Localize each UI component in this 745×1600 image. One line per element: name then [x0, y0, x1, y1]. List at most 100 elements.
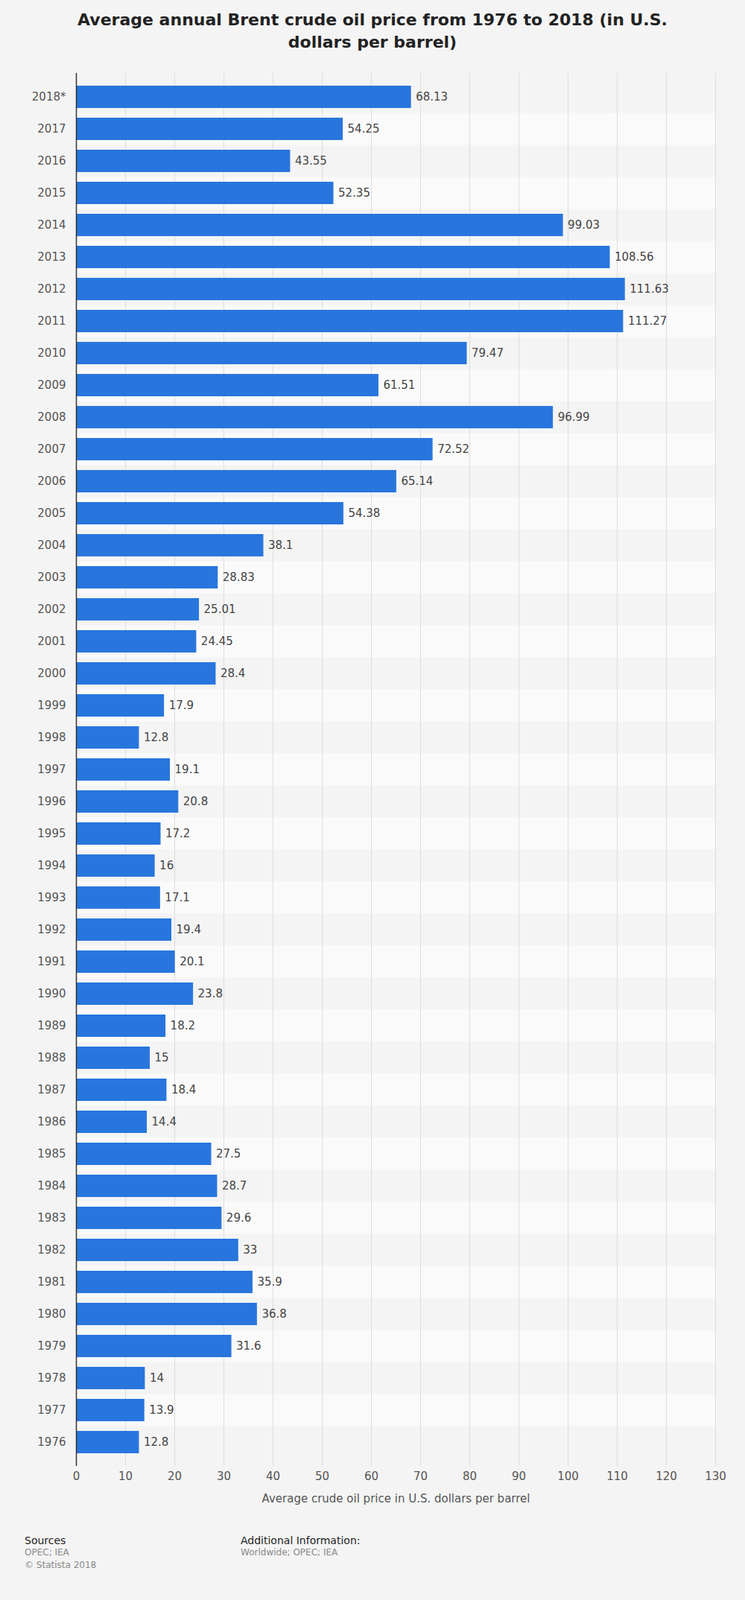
svg-text:1994: 1994	[37, 858, 66, 873]
svg-text:1991: 1991	[37, 955, 66, 969]
svg-text:2003: 2003	[37, 570, 66, 585]
svg-text:2008: 2008	[37, 410, 66, 424]
svg-text:2014: 2014	[37, 218, 66, 232]
svg-text:Average crude oil price in U.S: Average crude oil price in U.S. dollars …	[262, 1492, 531, 1506]
svg-text:24.45: 24.45	[201, 634, 234, 649]
svg-text:2010: 2010	[37, 346, 66, 360]
svg-text:1984: 1984	[37, 1179, 66, 1193]
svg-text:1997: 1997	[37, 762, 66, 777]
svg-text:25.01: 25.01	[204, 602, 237, 617]
svg-text:2013: 2013	[37, 250, 66, 264]
svg-text:65.14: 65.14	[400, 474, 433, 488]
svg-text:17.2: 17.2	[165, 826, 190, 841]
svg-text:14: 14	[149, 1371, 164, 1385]
svg-text:111.27: 111.27	[628, 314, 668, 328]
svg-text:2015: 2015	[37, 186, 66, 200]
svg-text:1980: 1980	[37, 1307, 66, 1321]
svg-text:110: 110	[606, 1469, 629, 1484]
svg-text:111.63: 111.63	[629, 282, 670, 296]
svg-text:35.9: 35.9	[257, 1275, 282, 1289]
svg-text:16: 16	[159, 858, 174, 873]
svg-text:80: 80	[462, 1469, 477, 1484]
svg-text:28.7: 28.7	[222, 1179, 247, 1193]
svg-text:1988: 1988	[37, 1051, 66, 1065]
svg-text:1996: 1996	[37, 794, 66, 809]
svg-text:60: 60	[364, 1469, 379, 1484]
svg-text:15: 15	[154, 1051, 170, 1065]
svg-text:2017: 2017	[37, 122, 66, 136]
svg-text:29.6: 29.6	[226, 1211, 252, 1225]
svg-text:1982: 1982	[37, 1243, 66, 1257]
svg-text:54.25: 54.25	[347, 122, 380, 136]
svg-text:18.4: 18.4	[171, 1083, 196, 1097]
svg-text:23.8: 23.8	[198, 987, 223, 1001]
svg-text:10: 10	[118, 1469, 133, 1484]
svg-text:99.03: 99.03	[567, 218, 600, 232]
svg-text:1981: 1981	[37, 1275, 66, 1289]
svg-text:17.1: 17.1	[164, 891, 190, 905]
svg-text:2006: 2006	[37, 474, 66, 488]
svg-text:2011: 2011	[37, 314, 66, 328]
svg-text:1977: 1977	[37, 1403, 66, 1417]
svg-text:79.47: 79.47	[471, 346, 504, 360]
svg-text:12.8: 12.8	[143, 1435, 169, 1450]
svg-text:12.8: 12.8	[143, 730, 169, 745]
svg-text:52.35: 52.35	[338, 186, 371, 200]
svg-text:1989: 1989	[37, 1019, 66, 1033]
svg-text:68.13: 68.13	[415, 90, 448, 104]
svg-text:28.4: 28.4	[220, 666, 246, 681]
svg-text:40: 40	[265, 1469, 281, 1484]
svg-text:2005: 2005	[37, 506, 66, 521]
svg-text:0: 0	[73, 1469, 81, 1484]
svg-text:19.4: 19.4	[176, 923, 202, 937]
svg-text:19.1: 19.1	[175, 762, 200, 777]
svg-text:1978: 1978	[37, 1371, 66, 1385]
svg-text:130: 130	[704, 1469, 727, 1484]
svg-text:1983: 1983	[37, 1211, 66, 1225]
svg-text:1985: 1985	[37, 1147, 66, 1161]
svg-text:1995: 1995	[37, 826, 66, 841]
svg-text:38.1: 38.1	[268, 538, 293, 553]
svg-text:2009: 2009	[37, 378, 66, 392]
svg-text:61.51: 61.51	[382, 378, 415, 392]
svg-text:100: 100	[557, 1469, 579, 1484]
svg-text:2016: 2016	[37, 154, 66, 168]
svg-text:1990: 1990	[37, 987, 66, 1001]
svg-text:33: 33	[242, 1243, 258, 1257]
svg-text:1976: 1976	[37, 1435, 66, 1450]
svg-text:2002: 2002	[37, 602, 66, 617]
svg-text:1987: 1987	[37, 1083, 66, 1097]
svg-text:1979: 1979	[37, 1339, 66, 1353]
svg-text:28.83: 28.83	[222, 570, 255, 585]
svg-text:1993: 1993	[37, 891, 66, 905]
svg-text:2007: 2007	[37, 442, 66, 456]
svg-text:1999: 1999	[37, 698, 66, 713]
svg-text:90: 90	[511, 1469, 526, 1484]
svg-text:2001: 2001	[37, 634, 66, 649]
svg-text:96.99: 96.99	[558, 410, 591, 424]
svg-text:50: 50	[315, 1469, 330, 1484]
svg-text:1986: 1986	[37, 1115, 66, 1129]
svg-text:18.2: 18.2	[170, 1019, 196, 1033]
svg-text:20.1: 20.1	[179, 955, 205, 969]
svg-text:1992: 1992	[37, 923, 66, 937]
svg-text:2004: 2004	[37, 538, 66, 553]
svg-text:108.56: 108.56	[614, 250, 655, 264]
svg-text:17.9: 17.9	[169, 698, 194, 713]
svg-text:70: 70	[413, 1469, 428, 1484]
svg-text:43.55: 43.55	[295, 154, 328, 168]
svg-text:20.8: 20.8	[183, 794, 208, 809]
svg-text:31.6: 31.6	[236, 1339, 261, 1353]
svg-text:20: 20	[167, 1469, 182, 1484]
svg-text:2018*: 2018*	[32, 90, 67, 104]
svg-text:13.9: 13.9	[149, 1403, 174, 1417]
svg-text:27.5: 27.5	[216, 1147, 241, 1161]
svg-text:120: 120	[655, 1469, 678, 1484]
svg-text:2012: 2012	[37, 282, 66, 296]
svg-text:36.8: 36.8	[261, 1307, 287, 1321]
svg-text:2000: 2000	[37, 666, 66, 681]
svg-text:72.52: 72.52	[437, 442, 470, 456]
svg-text:30: 30	[216, 1469, 231, 1484]
svg-text:14.4: 14.4	[151, 1115, 177, 1129]
svg-text:1998: 1998	[37, 730, 66, 745]
